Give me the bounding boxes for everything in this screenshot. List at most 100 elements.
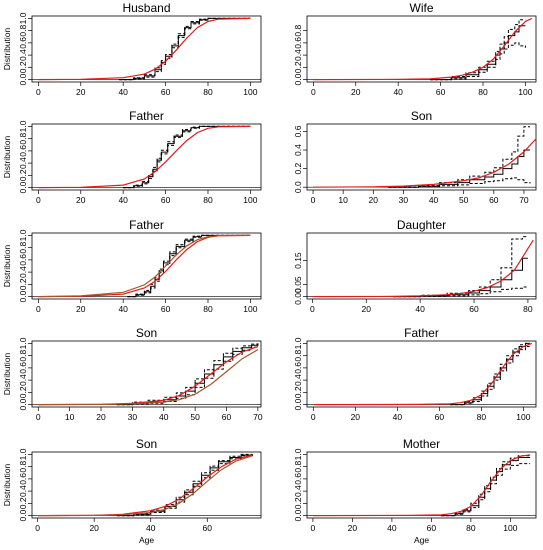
panel-10: Mother 0 20 40 60 80 100 0.00.20.40.60.81.0 Age (293, 437, 537, 545)
plot-area (32, 125, 261, 189)
panel-title: Father (129, 218, 164, 232)
series-fitted (38, 234, 251, 298)
series-fitted_2 (38, 234, 251, 298)
y-axis-label: Distribution (2, 463, 12, 506)
series-band_lower (123, 125, 251, 189)
x-tick-label: 20 (89, 523, 99, 533)
x-axis-label: Age (139, 535, 154, 545)
y-axis-label: Distribution (2, 352, 12, 395)
panel-title: Mother (403, 437, 440, 451)
y-tick-label: 0.0 (18, 181, 28, 193)
y-tick-label: 1.0 (293, 448, 303, 460)
series-band_lower (116, 345, 259, 406)
y-tick-label: 0.2 (293, 162, 303, 174)
y-tick-label: 0.4 (293, 374, 303, 386)
x-tick-label: 0 (35, 523, 40, 533)
series-band_upper (116, 453, 253, 517)
y-tick-label: 0.4 (18, 374, 28, 386)
x-tick-label: 0 (36, 195, 41, 205)
x-tick-label: 20 (362, 304, 372, 314)
series-band_upper (430, 19, 526, 81)
panel-title: Father (404, 326, 439, 340)
series-band_lower (118, 17, 251, 81)
plot-area (307, 17, 536, 81)
panel-3: Father 0 20 40 60 80 100 0.00.20.40.60.81.0 Dist… (2, 109, 262, 205)
y-tick-label: 0.6 (18, 37, 28, 49)
plot-area (307, 454, 536, 517)
x-tick-label: 60 (469, 304, 479, 314)
x-tick-label: 40 (118, 195, 128, 205)
y-tick-label: 0.6 (293, 37, 303, 49)
plot-frame (31, 15, 262, 83)
y-tick-label: 0.0 (18, 73, 28, 85)
panel-9: Son 0 20 40 60 0.00.20.40.60.81.0 Distribution… (2, 437, 262, 545)
panel-title: Son (136, 326, 157, 340)
x-tick-label: 0 (36, 87, 41, 97)
y-tick-label: 0.0 (18, 290, 28, 302)
series-band_upper (118, 17, 251, 81)
x-tick-label: 40 (118, 304, 128, 314)
series-empirical (123, 125, 251, 189)
series-band_upper (388, 126, 530, 188)
x-tick-label: 20 (348, 523, 358, 533)
y-tick-label: 0.2 (18, 169, 28, 181)
plot-frame (306, 15, 537, 83)
series-band_upper (449, 342, 530, 406)
y-tick-label: 0.8 (18, 460, 28, 472)
panel-7: Son 0 10 20 30 40 50 60 70 0.00.20.40.60.81.0 Dist… (2, 326, 263, 422)
y-tick-label: 0.0 (293, 181, 303, 193)
x-tick-label: 0 (36, 304, 41, 314)
x-tick-label: 0 (311, 87, 316, 97)
x-tick-label: 0 (310, 304, 315, 314)
y-tick-label: 0.4 (18, 49, 28, 61)
panel-1: Husband 0 20 40 60 80 100 0.00.20.40.60.81.0 Dis… (2, 1, 262, 97)
x-tick-label: 100 (516, 412, 530, 422)
series-fitted (37, 454, 253, 517)
x-tick-label: 0 (311, 523, 316, 533)
series-fitted (313, 17, 533, 81)
y-tick-label: 0.4 (293, 485, 303, 497)
y-tick-label: 0.6 (293, 473, 303, 485)
plot-frame (31, 232, 262, 300)
x-tick-label: 80 (477, 412, 487, 422)
y-axis-label: Distribution (2, 244, 12, 287)
series-band_lower (127, 234, 251, 298)
x-tick-label: 60 (435, 412, 445, 422)
x-tick-label: 40 (118, 87, 128, 97)
y-tick-label: 0.2 (293, 386, 303, 398)
series-fitted (312, 239, 534, 298)
series-fitted (312, 454, 531, 517)
y-tick-label: 0.2 (18, 386, 28, 398)
series-band_upper (116, 343, 259, 406)
x-tick-label: 0 (36, 412, 41, 422)
panel-title: Son (411, 109, 432, 123)
x-tick-label: 40 (393, 87, 403, 97)
x-tick-label: 20 (351, 87, 361, 97)
plot-frame (306, 340, 537, 408)
y-tick-label: 0.2 (18, 497, 28, 509)
series-empirical (430, 25, 526, 81)
y-tick-label: 0.6 (18, 362, 28, 374)
y-tick-label: 0.8 (18, 132, 28, 144)
y-tick-label: 1.0 (18, 448, 28, 460)
series-band_lower (388, 177, 531, 188)
plot-area (307, 126, 536, 188)
series-fitted (38, 17, 251, 81)
x-tick-label: 60 (222, 412, 232, 422)
series-band_lower (449, 346, 530, 406)
plot-frame (306, 451, 537, 519)
y-tick-label: 0.4 (18, 266, 28, 278)
y-tick-label: 0.6 (18, 473, 28, 485)
y-tick-label: 1.0 (293, 337, 303, 349)
plot-frame (31, 123, 262, 191)
x-tick-label: 20 (76, 304, 86, 314)
x-tick-label: 60 (203, 523, 213, 533)
series-fitted_2 (38, 349, 259, 406)
x-tick-label: 80 (203, 87, 213, 97)
plot-area (307, 236, 536, 298)
panel-title: Son (136, 437, 157, 451)
x-tick-label: 80 (466, 523, 476, 533)
y-tick-label: 0.4 (18, 485, 28, 497)
y-tick-label: 1.0 (18, 120, 28, 132)
